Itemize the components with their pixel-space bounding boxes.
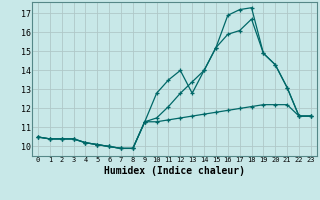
X-axis label: Humidex (Indice chaleur): Humidex (Indice chaleur)	[104, 166, 245, 176]
